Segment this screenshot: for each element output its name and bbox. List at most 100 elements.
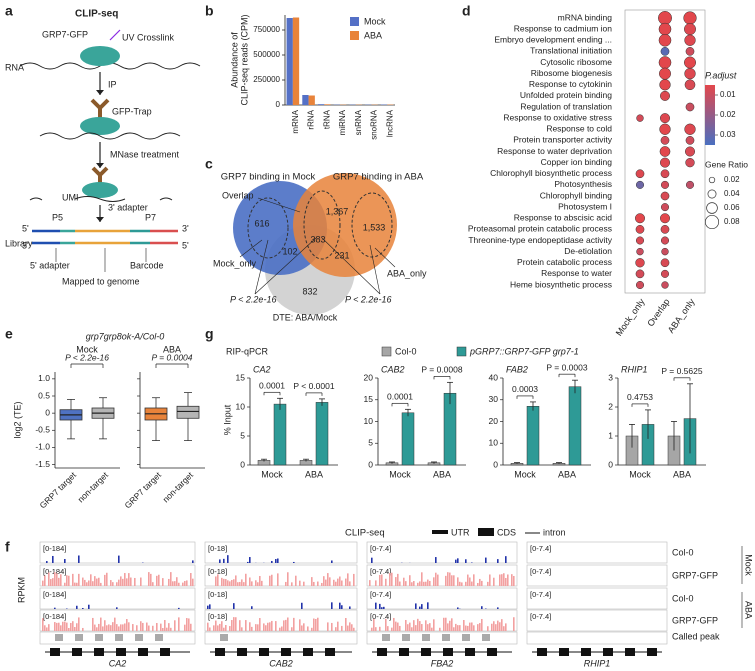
signal bbox=[445, 617, 447, 631]
signal bbox=[172, 581, 174, 586]
venn-count: 383 bbox=[310, 234, 325, 244]
signal bbox=[265, 625, 267, 631]
dot bbox=[635, 269, 645, 279]
label: grp7grp8ok-A/Col-0 bbox=[86, 331, 165, 341]
label: UV Crosslink bbox=[122, 32, 175, 42]
signal bbox=[231, 579, 233, 586]
signal bbox=[481, 606, 483, 609]
signal bbox=[457, 607, 459, 609]
label: 3' bbox=[182, 223, 189, 233]
signal bbox=[72, 573, 74, 586]
track-frame bbox=[204, 541, 358, 564]
signal bbox=[142, 622, 144, 631]
label: RHIP1 bbox=[621, 364, 648, 374]
dot bbox=[660, 236, 670, 245]
label: MNase treatment bbox=[110, 149, 180, 159]
dot bbox=[659, 79, 671, 91]
x-tick-label: mRNA bbox=[291, 109, 300, 133]
signal bbox=[76, 582, 78, 586]
signal bbox=[397, 622, 399, 631]
signal bbox=[162, 578, 164, 586]
y-tick-label: 40 bbox=[489, 372, 499, 382]
panel-label: e bbox=[5, 326, 13, 342]
signal bbox=[451, 575, 453, 586]
arrow-head bbox=[96, 90, 104, 95]
y-tick-label: 2 bbox=[608, 401, 613, 411]
signal bbox=[78, 555, 80, 563]
signal bbox=[351, 624, 353, 631]
y-tick-label: 0 bbox=[608, 459, 613, 469]
dot bbox=[658, 22, 672, 36]
bar bbox=[302, 95, 309, 105]
signal bbox=[209, 627, 211, 631]
term-label: Regulation of translation bbox=[520, 101, 612, 111]
signal bbox=[221, 577, 223, 586]
signal bbox=[411, 582, 413, 586]
p-value: 0.0001 bbox=[259, 381, 285, 391]
signal bbox=[68, 575, 70, 586]
size-key bbox=[704, 214, 720, 230]
x-tick-label: non-target bbox=[161, 469, 196, 504]
label: GRP7 binding in ABA bbox=[333, 172, 424, 183]
signal bbox=[379, 603, 381, 609]
term-label: Translational initiation bbox=[530, 46, 612, 56]
signal bbox=[335, 627, 337, 631]
signal bbox=[307, 626, 309, 631]
dot bbox=[684, 123, 696, 135]
signal bbox=[425, 620, 427, 631]
signal bbox=[223, 578, 225, 586]
signal bbox=[164, 620, 166, 631]
signal bbox=[437, 574, 439, 586]
y-tick-label: 500000 bbox=[253, 50, 280, 59]
signal bbox=[168, 623, 170, 631]
term-label: Response to cadmium ion bbox=[514, 23, 613, 33]
signal bbox=[277, 573, 279, 586]
signal bbox=[229, 581, 231, 586]
dot bbox=[660, 203, 670, 212]
signal bbox=[249, 557, 251, 563]
line bbox=[109, 29, 121, 41]
signal bbox=[427, 624, 429, 631]
y-tick-label: 0 bbox=[368, 459, 373, 469]
venn-count: 1,533 bbox=[363, 222, 386, 232]
signal bbox=[299, 580, 301, 586]
signal bbox=[503, 573, 505, 586]
signal bbox=[245, 620, 247, 631]
signal bbox=[493, 577, 495, 586]
signal bbox=[66, 575, 68, 586]
track-range: [0-7.4] bbox=[370, 567, 391, 576]
signal bbox=[267, 622, 269, 631]
x-tick-label: GRP7 target bbox=[123, 469, 164, 510]
signal bbox=[64, 582, 66, 586]
bar bbox=[308, 95, 315, 105]
label: Barcode bbox=[130, 260, 164, 270]
signal bbox=[435, 572, 437, 586]
signal bbox=[126, 619, 128, 631]
label: Called peak bbox=[672, 631, 720, 641]
signal bbox=[311, 577, 313, 586]
y-tick-label: 750000 bbox=[253, 25, 280, 34]
exon bbox=[215, 648, 225, 656]
signal bbox=[225, 579, 227, 586]
signal bbox=[56, 622, 58, 631]
signal bbox=[477, 582, 479, 586]
label: ABA_only bbox=[387, 268, 427, 278]
signal bbox=[98, 577, 100, 586]
colorbar-label: 0.01 bbox=[720, 90, 736, 99]
antibody bbox=[91, 166, 109, 183]
track-frame bbox=[204, 564, 358, 587]
signal bbox=[247, 561, 249, 563]
dot bbox=[660, 258, 670, 268]
signal bbox=[393, 617, 395, 631]
signal bbox=[178, 582, 180, 586]
signal bbox=[371, 557, 373, 563]
exon bbox=[160, 648, 170, 656]
label: P = 0.0004 bbox=[151, 352, 192, 362]
signal bbox=[435, 557, 437, 563]
signal bbox=[471, 562, 473, 563]
signal bbox=[58, 622, 60, 631]
sample-label: Col-0 bbox=[672, 547, 694, 557]
signal bbox=[136, 625, 138, 631]
signal bbox=[130, 577, 132, 586]
signal bbox=[174, 581, 176, 586]
